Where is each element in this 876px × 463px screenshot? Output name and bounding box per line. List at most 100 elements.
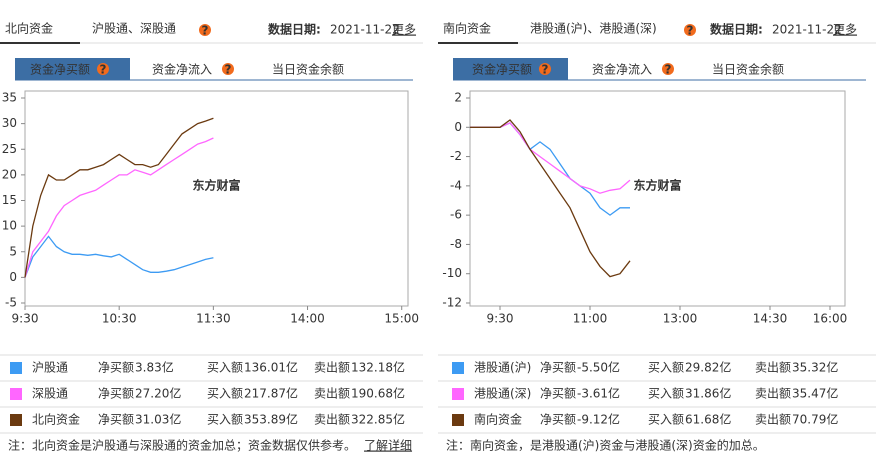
x-tick-label: 13:00 <box>663 312 698 326</box>
table-value: 190.68亿 <box>351 386 405 401</box>
table-value: 136.01亿 <box>244 360 298 375</box>
legend-swatch <box>452 414 464 426</box>
legend-swatch <box>452 362 464 374</box>
table-label: 买入额 <box>648 387 684 401</box>
x-tick-label: 11:30 <box>196 312 231 326</box>
table-value: 35.47亿 <box>792 386 838 401</box>
x-tick-label: 14:00 <box>290 312 325 326</box>
x-tick-label: 15:00 <box>384 312 419 326</box>
tab[interactable]: 资金净买额 <box>472 62 532 77</box>
y-tick-label: 30 <box>2 116 17 130</box>
y-tick-label: 10 <box>2 219 17 233</box>
legend-name: 南向资金 <box>474 412 522 427</box>
watermark: 东方财富 <box>633 178 681 193</box>
table-label: 净买额 <box>98 413 134 427</box>
table-value: 35.32亿 <box>792 360 838 375</box>
tab[interactable]: 当日资金余额 <box>712 62 784 77</box>
table-label: 买入额 <box>207 413 243 427</box>
help-icon[interactable] <box>684 24 696 36</box>
panel-subtitle: 沪股通、深股通 <box>92 22 176 36</box>
table-value: 70.79亿 <box>792 412 838 427</box>
legend-swatch <box>452 388 464 400</box>
table-value: 3.83亿 <box>135 360 174 375</box>
watermark: 东方财富 <box>192 178 240 193</box>
x-tick-label: 16:00 <box>813 312 848 326</box>
help-mark: ? <box>665 63 672 77</box>
table-value: 353.89亿 <box>244 412 298 427</box>
table-label: 卖出额 <box>755 387 791 401</box>
legend-swatch <box>10 414 22 426</box>
legend-name: 深股通 <box>32 387 68 401</box>
series-line <box>470 122 630 216</box>
series-line <box>24 137 214 278</box>
table-value: -5.50亿 <box>577 360 620 375</box>
plot-frame <box>24 90 409 307</box>
legend-name: 沪股通 <box>32 361 68 375</box>
table-value: 27.20亿 <box>135 386 181 401</box>
tab[interactable]: 资金净买额 <box>30 62 90 77</box>
table-value: 217.87亿 <box>244 386 298 401</box>
table-label: 买入额 <box>648 361 684 375</box>
help-mark: ? <box>202 24 209 38</box>
help-icon[interactable] <box>539 63 551 75</box>
x-tick-label: 14:30 <box>753 312 788 326</box>
table-label: 净买额 <box>98 387 134 401</box>
legend-name: 北向资金 <box>32 412 80 427</box>
table-value: -3.61亿 <box>577 386 620 401</box>
table-label: 卖出额 <box>314 361 350 375</box>
table-label: 买入额 <box>648 413 684 427</box>
help-mark: ? <box>542 63 549 77</box>
help-mark: ? <box>225 63 232 77</box>
legend-swatch <box>10 388 22 400</box>
y-tick-label: -5 <box>5 296 17 310</box>
help-mark: ? <box>687 24 694 38</box>
table-value: 61.68亿 <box>685 412 731 427</box>
y-tick-label: -4 <box>450 178 462 192</box>
table-label: 卖出额 <box>755 361 791 375</box>
y-tick-label: 35 <box>2 91 17 105</box>
y-tick-label: -6 <box>450 208 462 222</box>
y-tick-label: 25 <box>2 142 17 156</box>
more-link[interactable]: 更多 <box>392 23 416 37</box>
date-label: 数据日期: <box>710 22 763 37</box>
y-tick-label: -2 <box>450 149 462 163</box>
plot-frame <box>469 90 846 307</box>
y-tick-label: 0 <box>9 270 17 284</box>
table-label: 卖出额 <box>755 413 791 427</box>
table-value: 31.86亿 <box>685 386 731 401</box>
x-tick-label: 9:30 <box>487 312 514 326</box>
table-value: -9.12亿 <box>577 412 620 427</box>
table-value: 132.18亿 <box>351 360 405 375</box>
help-icon[interactable] <box>97 63 109 75</box>
tab[interactable]: 资金净流入 <box>592 62 652 77</box>
panel-title: 北向资金 <box>5 21 53 36</box>
series-line <box>470 122 631 194</box>
table-value: 29.82亿 <box>685 360 731 375</box>
note: 注：北向资金是沪股通与深股通的资金加总；资金数据仅供参考。 <box>8 438 356 453</box>
more-link[interactable]: 更多 <box>833 23 857 37</box>
series-line <box>24 117 214 278</box>
tab[interactable]: 当日资金余额 <box>272 62 344 77</box>
help-icon[interactable] <box>222 63 234 75</box>
y-tick-label: -8 <box>450 237 462 251</box>
table-value: 322.85亿 <box>351 412 405 427</box>
y-tick-label: 20 <box>2 167 17 181</box>
detail-link[interactable]: 了解详细 <box>364 438 412 453</box>
series-line <box>470 119 631 278</box>
help-mark: ? <box>100 63 107 77</box>
table-label: 卖出额 <box>314 413 350 427</box>
x-tick-label: 10:30 <box>102 312 137 326</box>
date: 2021-11-22 <box>330 23 400 37</box>
y-tick-label: 0 <box>454 120 462 134</box>
x-tick-label: 9:30 <box>12 312 39 326</box>
x-tick-label: 11:00 <box>573 312 608 326</box>
table-label: 净买额 <box>540 413 576 427</box>
y-tick-label: -12 <box>442 296 462 310</box>
y-tick-label: 2 <box>454 91 462 105</box>
help-icon[interactable] <box>199 24 211 36</box>
y-tick-label: 5 <box>9 244 17 258</box>
tab[interactable]: 资金净流入 <box>152 62 212 77</box>
panel-title: 南向资金 <box>443 21 491 36</box>
help-icon[interactable] <box>662 63 674 75</box>
